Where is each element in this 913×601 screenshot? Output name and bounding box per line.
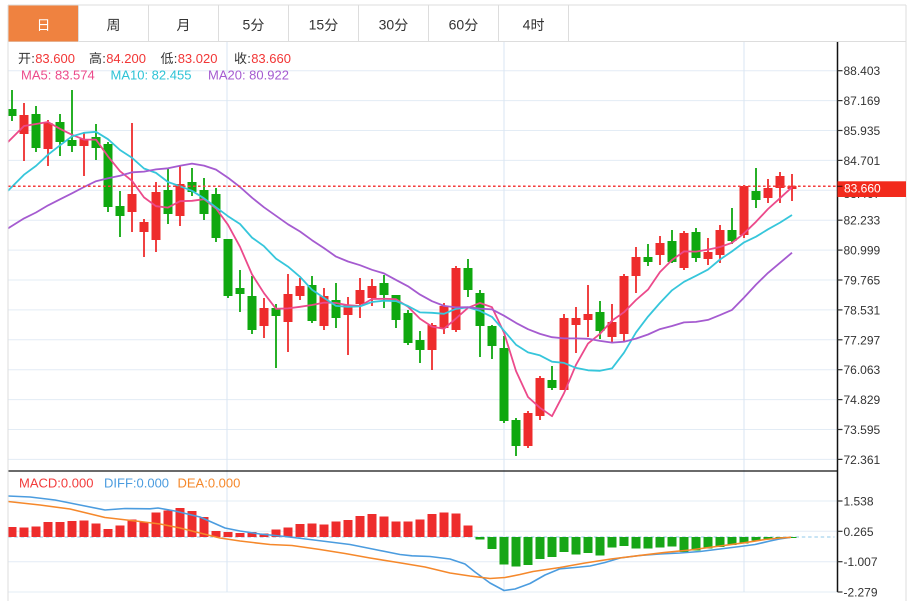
svg-text:-1.007: -1.007	[844, 555, 878, 569]
svg-text:MA5: 83.574: MA5: 83.574	[21, 68, 95, 83]
svg-text:84.200: 84.200	[106, 51, 146, 66]
svg-text:MACD:0.000: MACD:0.000	[19, 476, 93, 491]
svg-text:DIFF:0.000: DIFF:0.000	[104, 476, 169, 491]
svg-text:72.361: 72.361	[844, 453, 881, 467]
svg-text:83.020: 83.020	[178, 51, 218, 66]
svg-text:79.765: 79.765	[844, 274, 881, 288]
svg-text:60: 60	[449, 17, 465, 33]
svg-text:84.701: 84.701	[844, 154, 881, 168]
svg-text:0.265: 0.265	[844, 525, 874, 539]
svg-text:4: 4	[523, 17, 531, 33]
svg-text:5: 5	[243, 17, 251, 33]
svg-text:85.935: 85.935	[844, 124, 881, 138]
svg-text:78.531: 78.531	[844, 303, 881, 317]
svg-text::: :	[174, 51, 178, 66]
svg-text:MA10: 82.455: MA10: 82.455	[111, 68, 192, 83]
svg-text:74.829: 74.829	[844, 393, 881, 407]
svg-text:82.233: 82.233	[844, 214, 881, 228]
svg-text:88.403: 88.403	[844, 64, 881, 78]
svg-text:87.169: 87.169	[844, 94, 881, 108]
svg-text:83.660: 83.660	[251, 51, 291, 66]
svg-text:30: 30	[379, 17, 395, 33]
svg-text:76.063: 76.063	[844, 363, 881, 377]
svg-text:83.660: 83.660	[844, 182, 881, 196]
svg-text:1.538: 1.538	[844, 495, 874, 509]
svg-text:73.595: 73.595	[844, 423, 881, 437]
svg-text:-2.279: -2.279	[844, 586, 878, 600]
svg-text:83.600: 83.600	[35, 51, 75, 66]
svg-text:DEA:0.000: DEA:0.000	[178, 476, 241, 491]
svg-text:MA20: 80.922: MA20: 80.922	[208, 68, 289, 83]
svg-text::: :	[102, 51, 106, 66]
svg-text::: :	[31, 51, 35, 66]
svg-text:77.297: 77.297	[844, 333, 881, 347]
svg-text:80.999: 80.999	[844, 244, 881, 258]
svg-text::: :	[247, 51, 251, 66]
svg-text:15: 15	[309, 17, 325, 33]
